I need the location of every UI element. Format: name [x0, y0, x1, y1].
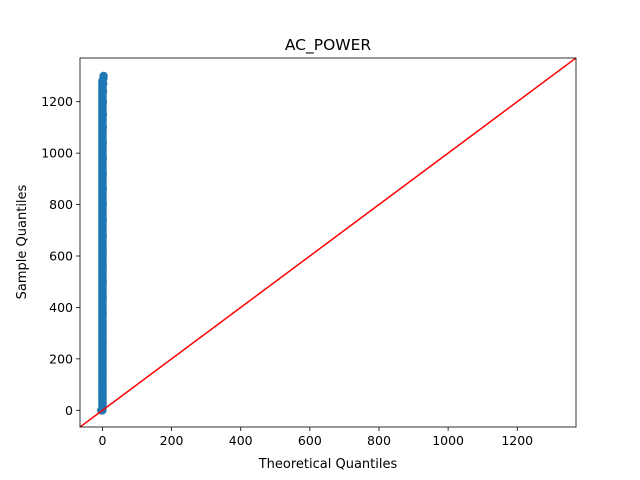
x-tick-label: 200 [160, 433, 184, 448]
y-tick-label: 200 [49, 351, 73, 366]
data-point [98, 339, 107, 348]
data-point [98, 292, 107, 302]
x-tick-label: 0 [98, 433, 106, 448]
x-axis: 0 200 400 600 800 1000 1200 [98, 427, 533, 448]
data-point [98, 246, 107, 256]
data-point [98, 110, 108, 119]
plot-marks [80, 58, 576, 427]
data-point [98, 398, 107, 407]
data-point [98, 87, 108, 96]
data-point [98, 231, 107, 240]
data-point [99, 71, 108, 81]
data-point [98, 215, 107, 225]
x-tick-label: 600 [298, 433, 322, 448]
data-point [98, 380, 107, 389]
data-point [98, 390, 107, 400]
data-point [98, 277, 107, 286]
x-tick-label: 400 [229, 433, 253, 448]
x-axis-label: Theoretical Quantiles [258, 457, 398, 472]
y-tick-label: 0 [65, 403, 73, 418]
y-tick-label: 800 [49, 197, 73, 212]
data-point [98, 154, 107, 163]
y-tick-label: 600 [49, 249, 73, 264]
data-point [98, 200, 107, 209]
data-point [98, 367, 107, 376]
y-tick-label: 1200 [41, 94, 73, 109]
data-point [98, 123, 108, 132]
data-point [98, 184, 107, 194]
data-point [98, 97, 108, 106]
data-point [98, 262, 107, 271]
data-point [98, 323, 107, 333]
y-tick-label: 1000 [41, 146, 73, 161]
y-tick-label: 400 [49, 300, 73, 315]
y-axis: 0 200 400 600 800 1000 1200 [41, 94, 80, 418]
data-point [98, 308, 107, 317]
x-tick-label: 1000 [432, 433, 464, 448]
y-axis-label: Sample Quantiles [15, 184, 30, 299]
chart-title: AC_POWER [285, 36, 372, 55]
data-point [98, 354, 107, 364]
data-point [98, 138, 108, 148]
data-point [98, 169, 107, 178]
x-tick-label: 800 [367, 433, 391, 448]
reference-line [80, 58, 576, 427]
plot-frame [79, 57, 577, 428]
plot-area [80, 58, 576, 427]
x-tick-label: 1200 [501, 433, 533, 448]
